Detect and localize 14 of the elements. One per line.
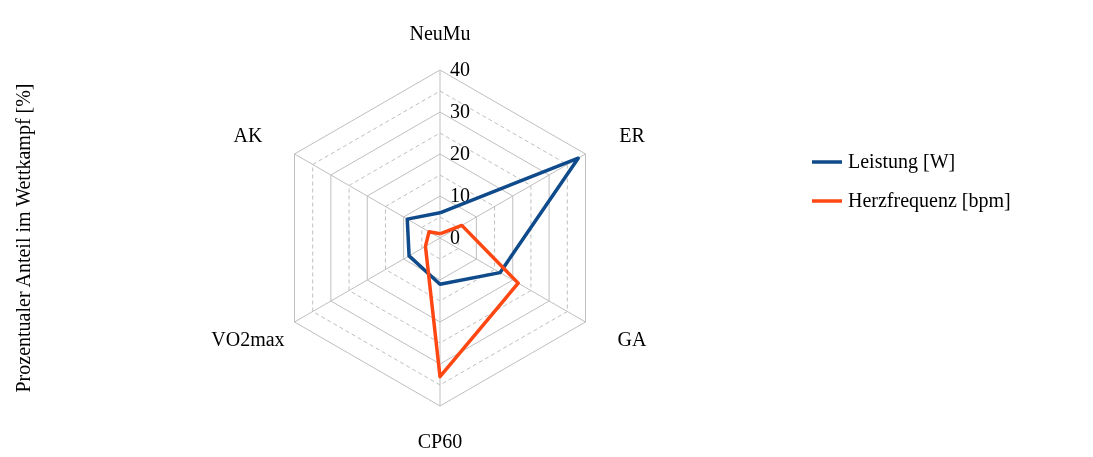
spoke-label: VO2max xyxy=(211,328,285,351)
legend-label: Herzfrequenz [bpm] xyxy=(848,189,1011,212)
y-tick-label: 30 xyxy=(450,100,470,122)
legend-label: Leistung [W] xyxy=(848,150,956,173)
y-tick-label: 20 xyxy=(450,142,470,164)
spoke-label: CP60 xyxy=(417,430,463,453)
spoke-label: AK xyxy=(233,123,263,146)
y-tick-label: 10 xyxy=(450,184,470,206)
text: Prozentualer Anteil im Wettkampf [%] xyxy=(12,83,35,393)
spoke-label: GA xyxy=(617,328,648,351)
spoke-label: ER xyxy=(619,123,646,146)
spoke-label: NeuMu xyxy=(409,21,471,44)
y-tick-label: 0 xyxy=(450,226,460,248)
y-tick-label: 40 xyxy=(450,58,470,80)
